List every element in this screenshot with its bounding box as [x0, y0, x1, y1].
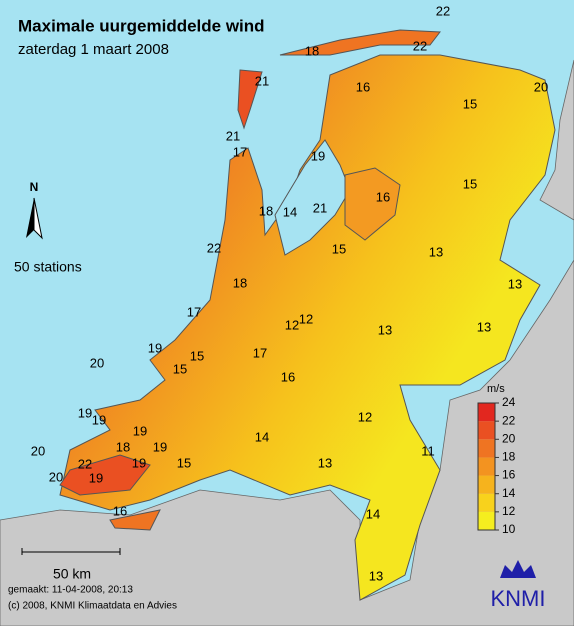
scale-bar	[21, 548, 121, 555]
station-value: 14	[255, 429, 269, 444]
station-value: 19	[132, 455, 146, 470]
legend-tick-label: 12	[502, 504, 516, 518]
station-value: 12	[299, 311, 313, 326]
footer-made: gemaakt: 11-04-2008, 20:13	[8, 585, 133, 596]
zeeland	[59, 454, 151, 496]
station-value: 16	[376, 189, 390, 204]
footer-copyright: (c) 2008, KNMI Klimaatdata en Advies	[8, 601, 177, 612]
station-value: 22	[436, 3, 450, 18]
station-value: 19	[89, 470, 103, 485]
north-arrow	[33, 197, 43, 240]
station-value: 14	[366, 506, 380, 521]
station-count: 50 stations	[14, 259, 82, 275]
station-value: 11	[421, 443, 435, 458]
station-value: 22	[78, 456, 92, 471]
legend-frame	[477, 402, 496, 531]
legend-band	[478, 457, 495, 476]
station-value: 16	[356, 79, 370, 94]
station-value: 16	[281, 369, 295, 384]
title: Maximale uurgemiddelde wind	[18, 16, 265, 35]
flevoland	[344, 167, 401, 241]
station-value: 17	[233, 144, 247, 159]
legend-band	[478, 511, 495, 530]
legend-tick-label: 10	[502, 522, 516, 536]
station-value: 20	[90, 355, 104, 370]
legend-band	[478, 439, 495, 458]
legend-tick-label: 24	[502, 395, 516, 409]
legend-tick-label: 22	[502, 413, 516, 427]
station-value: 13	[508, 276, 522, 291]
station-value: 14	[283, 204, 297, 219]
station-value: 17	[187, 304, 201, 319]
legend-tick-label: 18	[502, 450, 516, 464]
islands	[279, 29, 441, 56]
station-value: 13	[378, 322, 392, 337]
station-value: 13	[429, 244, 443, 259]
north-label: N	[30, 180, 39, 194]
station-value: 21	[226, 128, 240, 143]
legend-tick-label: 14	[502, 486, 516, 500]
legend-band	[478, 421, 495, 440]
station-value: 22	[413, 38, 427, 53]
station-value: 15	[190, 348, 204, 363]
station-value: 15	[177, 455, 191, 470]
station-value: 21	[313, 200, 327, 215]
north-arrow	[26, 198, 34, 238]
station-value: 12	[285, 317, 299, 332]
legend-unit: m/s	[487, 383, 505, 395]
zeeland-south	[109, 509, 161, 531]
station-value: 18	[116, 439, 130, 454]
legend-band	[478, 475, 495, 494]
subtitle: zaterdag 1 maart 2008	[18, 41, 169, 58]
station-value: 20	[31, 443, 45, 458]
station-value: 15	[463, 96, 477, 111]
station-value: 20	[534, 79, 548, 94]
legend: 10 12 14 16 18 20 22 24	[477, 395, 516, 536]
station-value: 12	[358, 409, 372, 424]
station-value: 18	[233, 275, 247, 290]
station-value: 17	[253, 345, 267, 360]
station-value: 15	[463, 176, 477, 191]
station-value: 19	[153, 439, 167, 454]
station-value: 18	[305, 43, 319, 58]
station-value: 19	[148, 340, 162, 355]
station-value: 15	[173, 361, 187, 376]
logo-crown	[500, 560, 536, 578]
legend-tick-label: 16	[502, 468, 516, 482]
island	[237, 69, 263, 130]
station-value: 19	[311, 148, 325, 163]
station-value: 21	[255, 73, 269, 88]
logo: KNMI	[491, 586, 546, 611]
station-value: 20	[49, 469, 63, 484]
station-value: 15	[332, 241, 346, 256]
station-value: 18	[259, 203, 273, 218]
station-value: 13	[477, 319, 491, 334]
station-value: 16	[113, 503, 127, 518]
scale-label: 50 km	[53, 566, 91, 582]
station-value: 13	[318, 455, 332, 470]
netherlands	[59, 54, 556, 601]
station-value: 13	[369, 568, 383, 583]
legend-band	[478, 493, 495, 512]
legend-band	[478, 403, 495, 422]
legend-tick-label: 20	[502, 431, 516, 445]
station-value: 19	[133, 423, 147, 438]
station-value: 19	[78, 405, 92, 420]
station-value: 19	[92, 412, 106, 427]
station-value: 22	[207, 240, 221, 255]
